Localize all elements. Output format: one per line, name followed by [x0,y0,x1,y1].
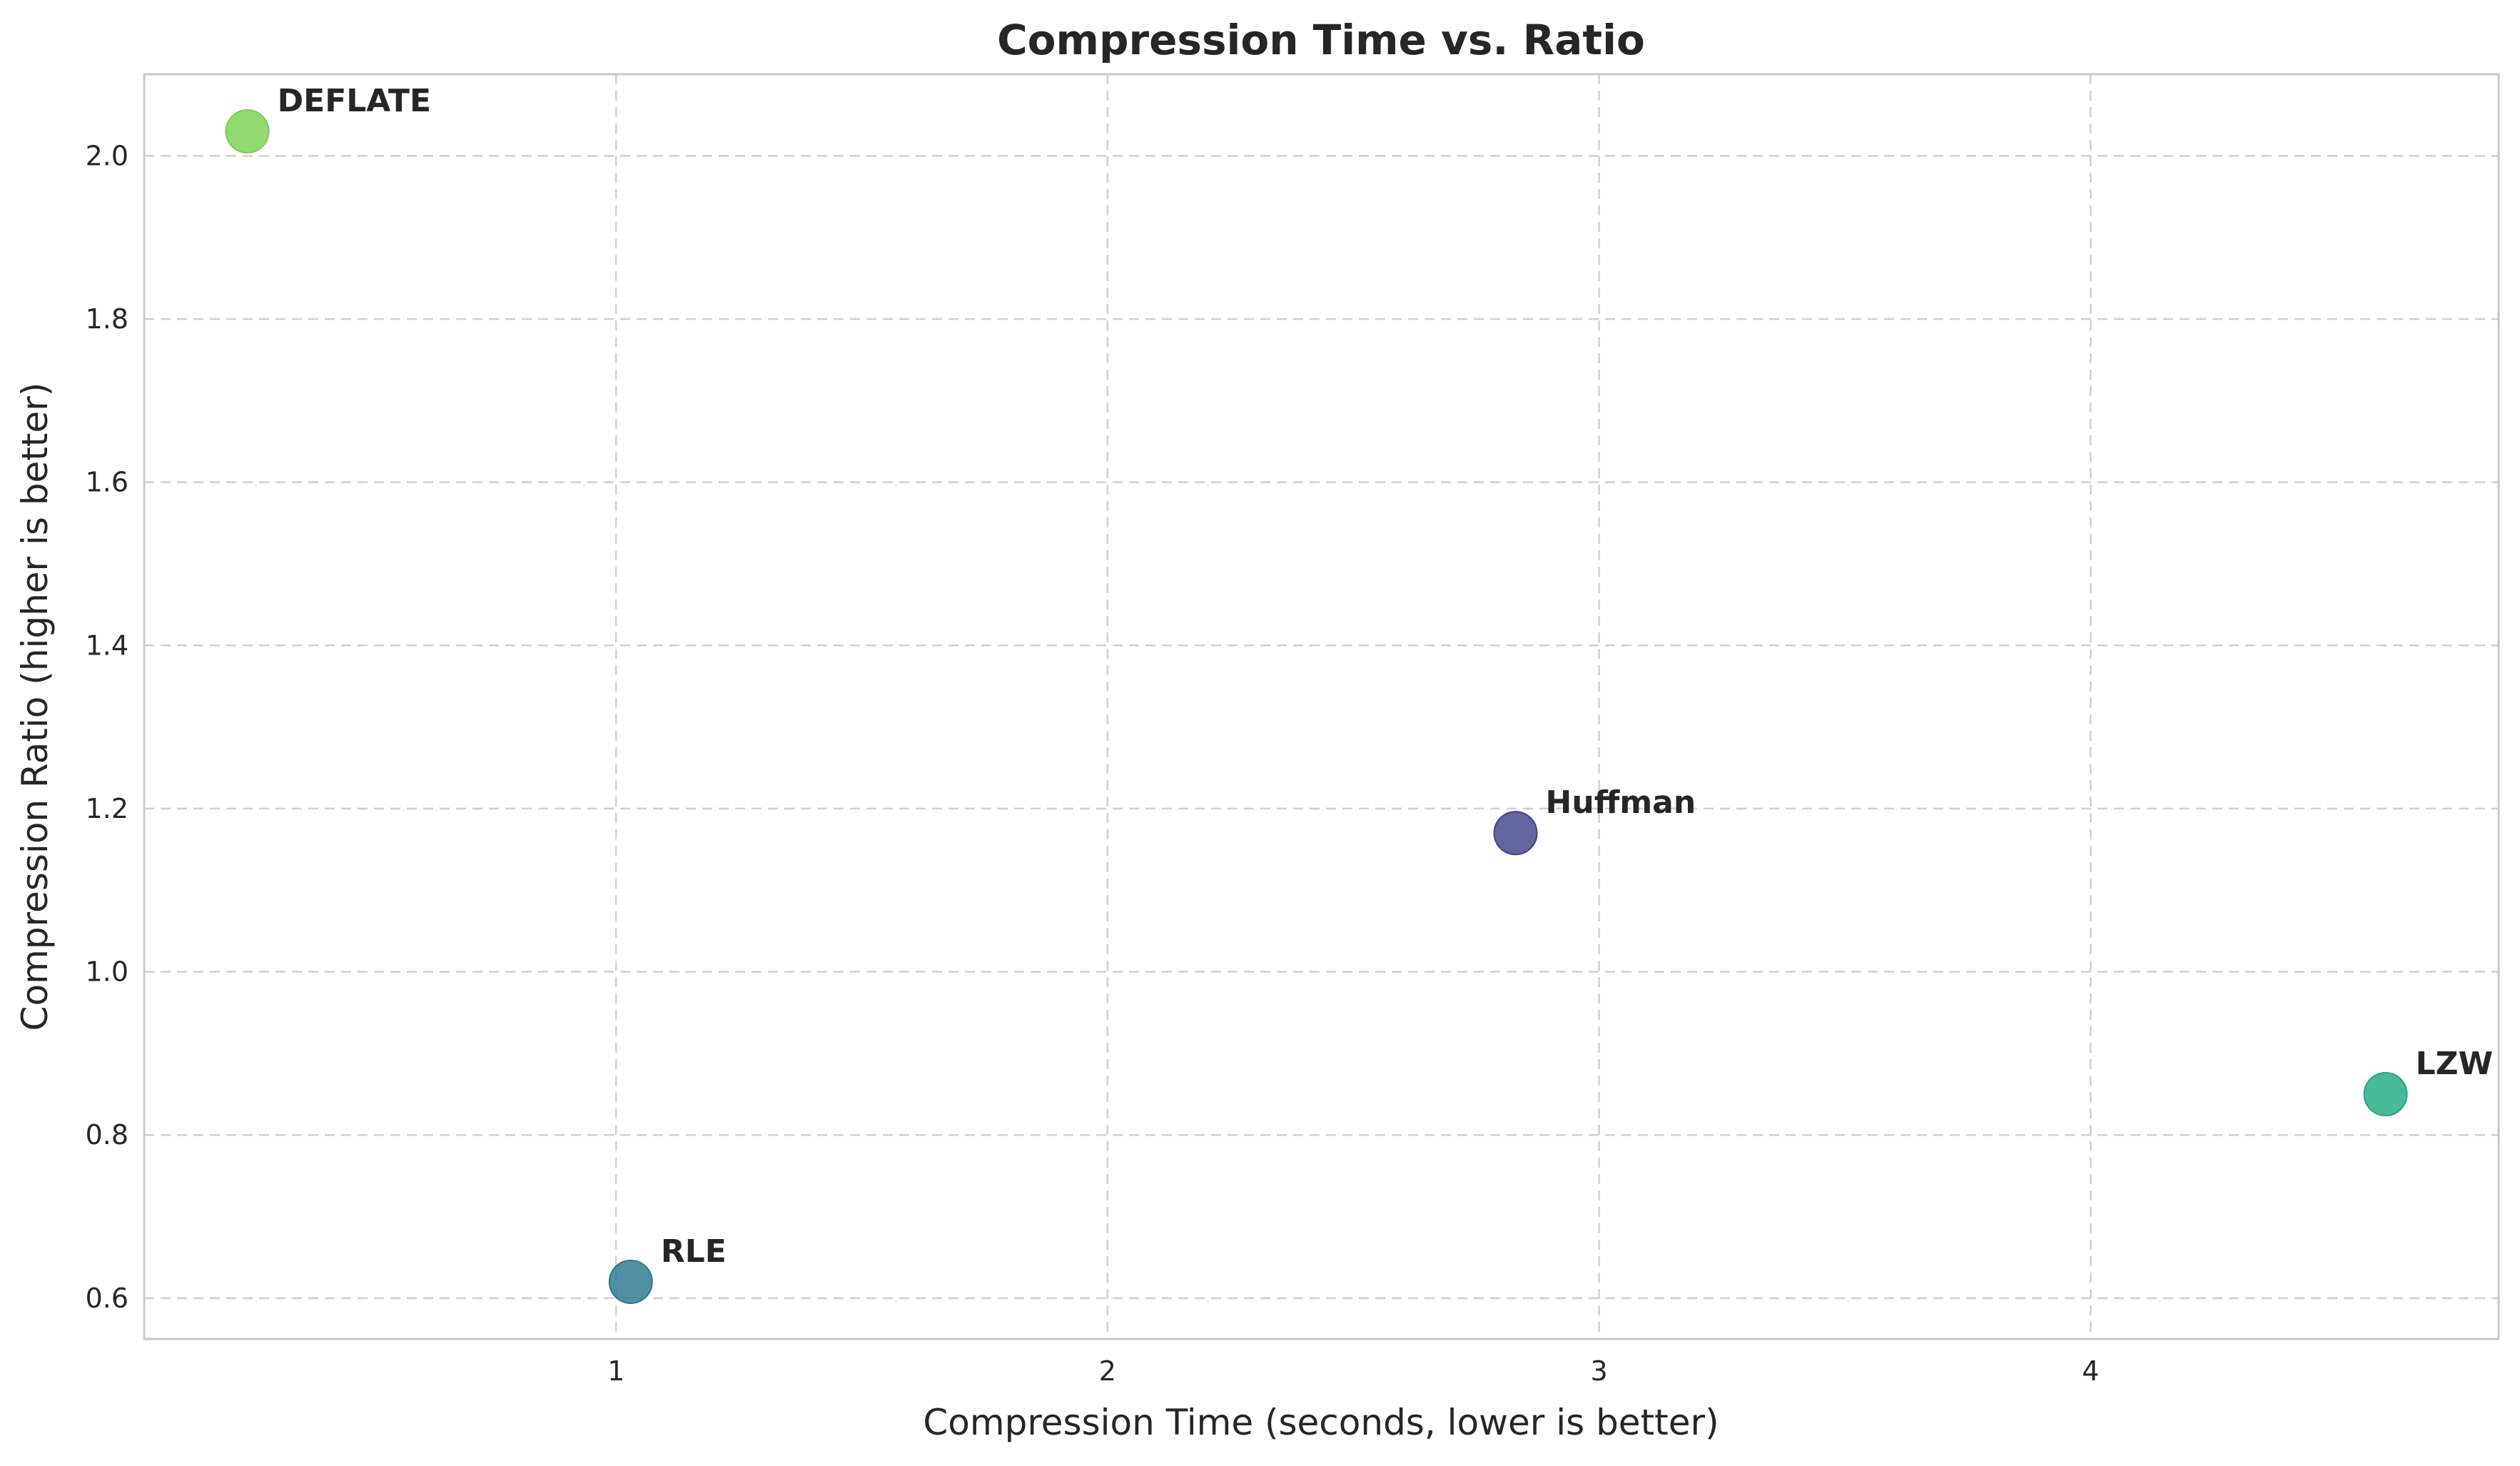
plot-frame [143,73,2500,1340]
point-label-huffman: Huffman [1546,784,1696,821]
data-point-rle [608,1259,653,1304]
x-tick-label: 4 [2082,1355,2099,1387]
y-tick-label: 1.6 [86,467,128,498]
y-tick-label: 0.8 [86,1119,128,1151]
data-point-huffman [1493,811,1538,856]
x-tick-label: 2 [1099,1355,1116,1387]
data-point-deflate [225,109,270,154]
grid [144,74,2499,1339]
x-axis-label: Compression Time (seconds, lower is bett… [923,1402,1719,1443]
y-tick-label: 1.8 [86,303,128,335]
point-label-lzw: LZW [2416,1046,2493,1082]
x-tick-label: 1 [607,1355,624,1387]
y-tick-label: 1.2 [86,793,128,824]
y-tick-label: 1.0 [86,956,128,988]
y-axis-label: Compression Ratio (higher is better) [14,383,56,1031]
y-tick-label: 2.0 [86,140,128,171]
y-tick-label: 0.6 [86,1283,128,1314]
chart-title: Compression Time vs. Ratio [997,16,1645,64]
point-label-rle: RLE [661,1233,727,1270]
y-tick-label: 1.4 [86,630,128,661]
point-label-deflate: DEFLATE [278,83,431,119]
data-points: Huffman LZW RLE DEFLATE [225,83,2493,1304]
x-tick-label: 3 [1591,1355,1608,1387]
tick-labels: 1 2 3 4 0.6 0.8 1.0 1.2 1.4 1.6 1.8 2.0 [86,140,2100,1387]
data-point-lzw [2363,1072,2408,1117]
